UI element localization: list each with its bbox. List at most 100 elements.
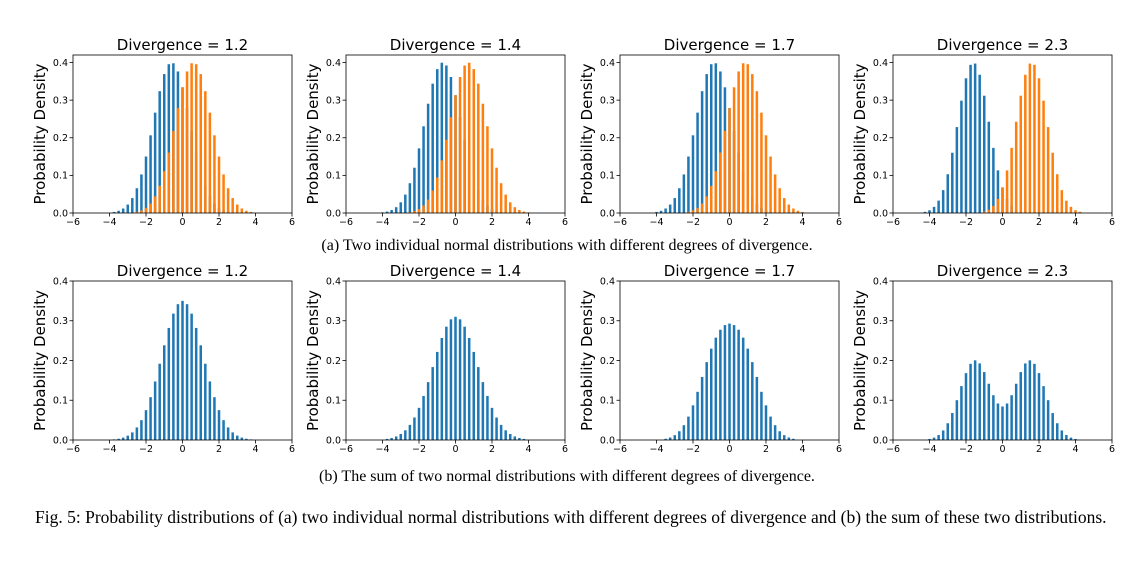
bar-series-1 <box>992 147 995 213</box>
bar-series-1 <box>509 434 512 440</box>
bar-series-1 <box>172 313 175 440</box>
x-tick-label: −2 <box>412 217 426 228</box>
y-tick-label: 0.4 <box>53 276 68 287</box>
x-tick-label: 6 <box>836 217 842 228</box>
y-tick-label: 0.3 <box>873 316 888 327</box>
chart-title: Divergence = 1.7 <box>664 262 795 280</box>
bar-series-1 <box>158 91 161 213</box>
bar-series-2 <box>1024 74 1027 213</box>
bar-series-1 <box>117 438 120 440</box>
bar-series-2 <box>700 203 704 213</box>
x-tick-label: −2 <box>959 217 973 228</box>
bar <box>1042 386 1045 440</box>
x-tick-label: 4 <box>799 217 805 228</box>
bar <box>723 325 727 440</box>
bar <box>682 425 686 440</box>
bar-series-1 <box>454 316 457 440</box>
bar-series-2 <box>1074 210 1077 213</box>
bar-series-2 <box>1001 187 1004 213</box>
bar-series-2 <box>445 139 448 213</box>
bar-series-1 <box>499 424 503 440</box>
bar <box>764 405 768 440</box>
bar-series-1 <box>504 430 507 440</box>
bar-series-1 <box>121 208 125 213</box>
bar-series-2 <box>737 71 740 214</box>
bar-series-2 <box>1010 147 1013 213</box>
y-tick-label: 0.0 <box>53 208 68 219</box>
bar-series-2 <box>426 199 430 213</box>
y-axis-label: Probability Density <box>851 63 869 204</box>
bar-series-2 <box>176 108 180 213</box>
y-tick-label: 0.3 <box>53 95 68 106</box>
bar-series-2 <box>983 211 986 213</box>
bar-series-2 <box>140 210 143 213</box>
bar-series-2 <box>163 171 166 213</box>
x-tick-label: −6 <box>66 217 80 228</box>
bar-series-2 <box>755 91 759 213</box>
bar <box>1033 363 1036 440</box>
bar-series-1 <box>167 327 171 440</box>
bar-series-1 <box>928 210 931 213</box>
bar-series-2 <box>467 62 471 214</box>
bar-series-2 <box>204 91 207 213</box>
bar-series-2 <box>522 211 526 213</box>
bar-series-1 <box>969 64 972 213</box>
bar-series-2 <box>1033 64 1036 213</box>
bar-series-1 <box>408 424 412 440</box>
x-tick-label: −2 <box>686 444 700 455</box>
y-axis-label: Probability Density <box>304 63 322 204</box>
figure-caption: Fig. 5: Probability distributions of (a)… <box>35 507 1107 527</box>
y-tick-label: 0.3 <box>53 316 68 327</box>
bar-series-1 <box>226 427 230 440</box>
bar <box>710 348 713 440</box>
bar-series-2 <box>226 188 230 213</box>
bar-series-1 <box>422 395 425 440</box>
bar-series-1 <box>144 410 148 440</box>
bar-series-2 <box>208 112 212 213</box>
bar-series-2 <box>687 211 690 213</box>
bar-series-1 <box>194 327 198 440</box>
bar-series-1 <box>208 381 212 440</box>
bar <box>751 362 754 440</box>
y-tick-label: 0.2 <box>873 133 888 144</box>
y-tick-label: 0.1 <box>600 396 615 407</box>
bar-series-1 <box>213 397 216 440</box>
x-tick-label: −4 <box>649 444 663 455</box>
y-tick-label: 0.0 <box>600 435 615 446</box>
bar-series-1 <box>240 437 244 440</box>
y-tick-label: 0.0 <box>326 208 341 219</box>
x-tick-label: 6 <box>289 217 295 228</box>
bar-series-1 <box>185 304 189 440</box>
bar-series-2 <box>458 77 462 213</box>
bar-series-1 <box>714 63 718 213</box>
bar-series-1 <box>390 210 393 213</box>
bar <box>1069 437 1073 440</box>
bar-series-2 <box>987 209 991 213</box>
bar-series-2 <box>992 205 995 213</box>
bar-series-2 <box>413 211 416 213</box>
bar <box>746 348 750 440</box>
bar-series-1 <box>394 436 398 440</box>
bar-series-1 <box>664 208 667 213</box>
bar-series-1 <box>417 407 421 440</box>
bar-series-1 <box>404 430 407 440</box>
bar <box>1051 413 1054 440</box>
x-tick-label: −4 <box>649 217 663 228</box>
y-tick-label: 0.2 <box>600 133 615 144</box>
bar-series-1 <box>217 410 221 440</box>
bar-series-2 <box>1005 170 1009 213</box>
bar <box>787 437 791 440</box>
bar <box>783 435 786 440</box>
bar <box>678 431 681 440</box>
y-tick-label: 0.4 <box>53 58 68 69</box>
y-tick-label: 0.4 <box>326 276 341 287</box>
x-tick-label: 2 <box>216 444 222 455</box>
bar-series-1 <box>682 174 686 213</box>
bar-series-1 <box>181 300 184 441</box>
bar <box>946 423 950 440</box>
bar <box>969 363 972 440</box>
x-tick-label: 4 <box>525 217 531 228</box>
bar-series-2 <box>431 190 434 213</box>
bar <box>741 337 745 440</box>
bar-series-1 <box>705 74 708 213</box>
